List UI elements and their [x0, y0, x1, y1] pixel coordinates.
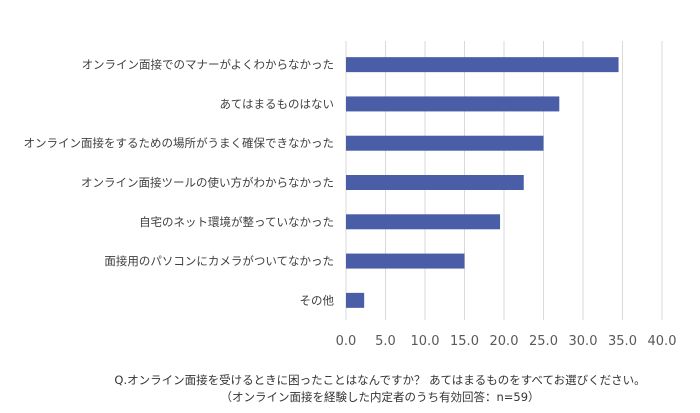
category-label: オンライン面接でのマナーがよくわからなかった: [82, 58, 334, 72]
bar: [346, 253, 465, 269]
question-caption: Q.オンライン面接を受けるときに困ったことはなんですか？ あてはまるものをすべて…: [114, 373, 646, 387]
respondent-note: （オンライン面接を経験した内定者のうち有効回答：n=59）: [220, 390, 540, 404]
x-tick-labels: 0.0 5.0 10.0 15.0 20.0 25.0 30.0 35.0 40.0: [336, 334, 677, 349]
x-tick-label: 5.0: [375, 334, 396, 349]
bar: [346, 135, 544, 151]
category-label: オンライン面接ツールの使い方がわからなかった: [81, 176, 334, 190]
bars: [346, 57, 619, 308]
category-label: 自宅のネット環境が整っていなかった: [139, 215, 334, 229]
x-tick-label: 20.0: [490, 334, 519, 349]
bar: [346, 175, 524, 190]
category-label: あてはまるものはない: [219, 97, 334, 111]
x-tick-label: 15.0: [450, 334, 479, 349]
bar: [346, 214, 501, 230]
x-tick-label: 35.0: [608, 334, 637, 349]
category-label: 面接用のパソコンにカメラがついてなかった: [104, 254, 334, 268]
bar: [346, 57, 619, 73]
x-tick-label: 10.0: [411, 334, 440, 349]
x-tick-label: 0.0: [336, 334, 357, 349]
x-tick-label: 25.0: [529, 334, 558, 349]
x-tick-label: 30.0: [569, 334, 598, 349]
bar: [346, 292, 365, 308]
x-tick-label: 40.0: [648, 334, 677, 349]
category-label: その他: [300, 293, 335, 307]
category-labels: オンライン面接でのマナーがよくわからなかったあてはまるものはないオンライン面接を…: [24, 58, 335, 308]
category-label: オンライン面接をするための場所がうまく確保できなかった: [24, 136, 335, 150]
bar: [346, 96, 560, 112]
